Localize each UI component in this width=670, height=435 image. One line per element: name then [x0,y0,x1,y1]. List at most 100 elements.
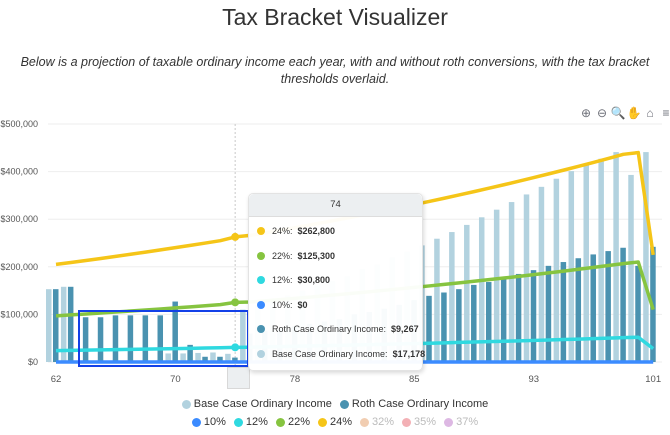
bar-base-case [165,353,171,362]
legend-label: Base Case Ordinary Income [193,398,332,410]
tooltip-row: 22%: $125,300 [257,251,335,261]
tooltip-row: 10%: $0 [257,300,308,310]
selection-zoom-icon[interactable]: 🔍 [610,106,626,120]
legend-marker [317,417,327,427]
bar-roth-case [426,295,432,362]
legend-marker [444,417,454,427]
reset-home-icon[interactable]: ⌂ [646,106,654,120]
legend-label: 24% [329,416,353,428]
tooltip-row: 12%: $30,800 [257,275,330,285]
zoom-out-icon[interactable]: ⊖ [596,106,608,120]
x-tick-label: 62 [51,374,62,385]
tooltip-value: $30,800 [297,275,331,285]
x-tick-label: 101 [645,374,661,385]
legend-item-24pct[interactable]: 24% [317,416,353,428]
y-tick-label: $200,000 [0,262,38,272]
page-subtitle: Below is a projection of taxable ordinar… [20,55,650,86]
legend-marker [275,417,285,427]
bar-base-case [434,238,440,362]
legend-item-37pct[interactable]: 37% [444,416,478,428]
legend-marker [181,399,191,409]
chart-tooltip: 74 24%: $262,800 22%: $125,300 12%: $30,800 10… [248,193,426,371]
tooltip-value: $17,178 [392,348,426,359]
bar-roth-case [471,284,477,362]
bar-base-case [628,174,634,362]
bar-roth-case [157,315,164,362]
bar-base-case [613,152,619,362]
bar-roth-case [575,258,582,362]
bar-base-case [493,209,500,362]
bar-base-case [523,194,530,362]
bar-roth-case [127,315,134,362]
zoom-in-icon[interactable]: ⊕ [580,106,592,120]
legend-bars: Base Case Ordinary Income Roth Case Ordin… [0,398,670,410]
y-tick-label: $0 [28,357,38,367]
bar-base-case [60,286,67,362]
bar-roth-case [530,270,537,362]
legend-marker [339,399,349,409]
bar-roth-case [67,286,74,362]
bar-base-case [643,152,649,362]
y-tick-label: $300,000 [0,214,38,224]
bar-roth-case [605,251,611,362]
bar-roth-case [202,356,208,362]
legend-item-22pct[interactable]: 22% [275,416,310,428]
chart-toolbar: ⊕ ⊖ 🔍 ✋ ⌂ ≡ [579,106,670,120]
legend-label: 10% [203,416,226,428]
tooltip-value: $0 [297,299,308,310]
bar-base-case [568,171,575,362]
bar-roth-case [500,278,507,362]
page-title: Tax Bracket Visualizer [222,4,448,30]
bar-base-case [180,353,186,362]
bar-roth-case [635,265,641,362]
bar-base-case [225,353,231,362]
tooltip-label: 24%: [272,226,293,236]
series-color-dot [257,276,265,284]
bar-roth-case [217,356,223,362]
legend-label: 35% [414,416,437,428]
x-tick-label: 93 [528,374,539,385]
bar-roth-case [232,357,238,362]
legend-item-35pct[interactable]: 35% [402,416,436,428]
legend-item-12pct[interactable]: 12% [233,416,268,428]
hover-marker [231,343,240,352]
bar-base-case [598,158,604,362]
series-color-dot [257,227,265,235]
menu-icon[interactable]: ≡ [662,106,670,120]
series-color-dot [257,349,265,358]
legend-item-32pct[interactable]: 32% [360,416,394,428]
legend-marker [402,417,412,427]
tooltip-label: 10%: [272,299,293,310]
legend-marker [233,417,243,427]
pan-icon[interactable]: ✋ [626,106,642,120]
tooltip-row: 24%: $262,800 [257,226,335,236]
bar-base-case [46,289,52,362]
bar-roth-case [53,289,59,362]
bar-roth-case [82,317,89,362]
bar-base-case [210,352,216,362]
legend-brackets: 10% 12% 22% 24% 32% 35% 37% [0,416,670,428]
legend-marker [191,417,201,427]
legend-item-base-case-ordinary-income[interactable]: Base Case Ordinary Income [181,398,332,410]
bar-roth-case [112,315,119,362]
legend-label: 22% [287,416,310,428]
bar-base-case [464,224,470,362]
legend-label: 32% [372,416,395,428]
legend-item-10pct[interactable]: 10% [191,416,226,428]
tooltip-row: Roth Case Ordinary Income: $9,267 [257,324,419,334]
hover-marker [231,298,240,307]
legend-marker [360,417,370,427]
bar-base-case [478,217,485,362]
tooltip-label: Base Case Ordinary Income: [272,348,388,359]
legend-label: Roth Case Ordinary Income [351,398,489,410]
legend-item-roth-case-ordinary-income[interactable]: Roth Case Ordinary Income [339,398,489,410]
hover-marker [231,232,240,241]
tooltip-value: $262,800 [297,226,336,236]
series-color-dot [257,251,265,260]
bar-roth-case [172,301,178,362]
bar-roth-case [485,282,492,362]
series-color-dot [257,300,265,309]
y-tick-label: $500,000 [0,119,38,129]
x-axis-crosshair-label-box [227,367,250,389]
x-tick-label: 78 [290,374,301,385]
